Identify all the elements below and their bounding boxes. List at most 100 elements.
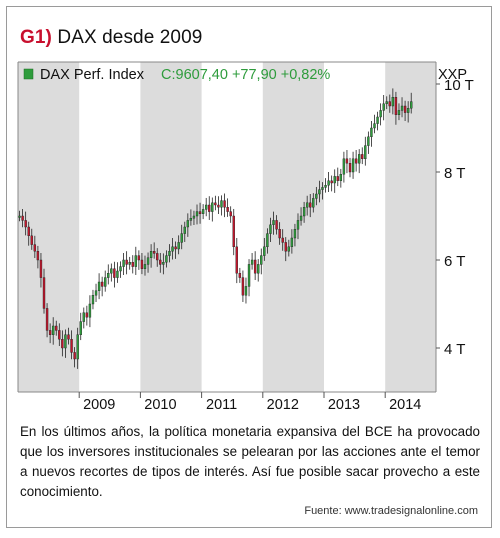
candle [217, 196, 220, 215]
candle-body [186, 220, 190, 228]
candle-body [70, 339, 73, 353]
candle [42, 268, 46, 314]
candle-body [122, 259, 125, 267]
candle-body [192, 215, 196, 219]
candle-body [394, 96, 398, 115]
candle-body [113, 268, 116, 278]
candle-body [330, 180, 333, 184]
candle [287, 239, 291, 257]
candle [21, 208, 24, 228]
year-shade-3 [385, 62, 436, 392]
candle [27, 221, 30, 246]
candle [247, 259, 251, 297]
candle-body [171, 246, 174, 252]
candle [260, 248, 263, 275]
candle [364, 136, 367, 166]
candle [48, 323, 52, 344]
candle [403, 100, 407, 121]
candle [64, 329, 67, 358]
x-tick-label: 2009 [83, 397, 115, 413]
candle-body [376, 116, 379, 124]
candle [180, 224, 183, 250]
candle-body [27, 226, 30, 237]
candle-body [296, 220, 300, 230]
candle-body [180, 233, 183, 243]
candle-body [315, 193, 318, 199]
candle-body [354, 158, 358, 164]
candle-body [45, 308, 49, 331]
candle-body [305, 202, 309, 208]
candle-body [168, 250, 171, 256]
legend: DAX Perf. Index C:9607,40 +77,90 +0,82% … [23, 67, 467, 83]
year-shade-0 [18, 62, 80, 392]
candle-body [198, 211, 202, 215]
candle [302, 201, 306, 223]
candle [113, 261, 116, 288]
candle-body [266, 233, 269, 248]
candle [293, 223, 297, 247]
x-axis: 2009 2010 2011 2012 2013 2014 [78, 392, 421, 413]
candle [342, 151, 346, 183]
candle [391, 88, 395, 115]
candle-body [131, 262, 134, 267]
candle-body [24, 220, 27, 228]
candle-body [321, 187, 324, 190]
candle [336, 167, 339, 187]
candle [73, 347, 76, 368]
candle-body [149, 250, 153, 258]
candle-body [79, 321, 82, 336]
candle-body [48, 330, 52, 335]
candle-body [278, 228, 281, 239]
candle-body [104, 277, 107, 287]
candle-body [110, 268, 113, 274]
candle [290, 229, 294, 254]
candle-body [238, 273, 242, 278]
candle-body [385, 101, 388, 104]
candle [232, 208, 235, 256]
candle-body [91, 295, 95, 305]
candle-body [39, 259, 43, 278]
candle [140, 252, 144, 275]
candle [388, 94, 391, 113]
candle [67, 327, 70, 345]
candle [58, 323, 61, 347]
candle-body [229, 211, 232, 217]
candle-body [134, 255, 138, 267]
figure-title: G1) DAX desde 2009 [20, 27, 202, 49]
candle-body [370, 127, 373, 138]
candle-body [293, 228, 297, 239]
candle-body [189, 217, 193, 221]
year-shade-2 [262, 62, 325, 392]
candle-body [195, 211, 199, 217]
candle [263, 238, 266, 261]
candle [45, 303, 49, 338]
candle [410, 92, 413, 114]
candle-body [235, 246, 238, 274]
candle [85, 305, 89, 326]
candle [70, 330, 73, 360]
candle [171, 238, 174, 260]
candle [367, 131, 370, 154]
candle [51, 317, 55, 345]
candle [198, 202, 202, 224]
figure-description: En los últimos años, la política monetar… [20, 424, 480, 499]
candle-body [281, 237, 284, 243]
candle [195, 204, 199, 225]
candle-body [284, 242, 287, 252]
candle-body [223, 200, 226, 208]
candle [244, 277, 248, 304]
candle-body [55, 325, 58, 331]
candle-body [97, 281, 101, 292]
candle [137, 250, 141, 270]
candle [379, 103, 382, 126]
candle [400, 97, 404, 118]
candle-body [208, 204, 211, 212]
candles [18, 88, 413, 369]
legend-symbol: XXP [438, 67, 467, 83]
candle-body [391, 96, 395, 107]
candle [312, 193, 315, 213]
candle [226, 198, 229, 217]
candle [281, 229, 284, 251]
candle-body [174, 246, 177, 250]
candle [220, 195, 223, 216]
